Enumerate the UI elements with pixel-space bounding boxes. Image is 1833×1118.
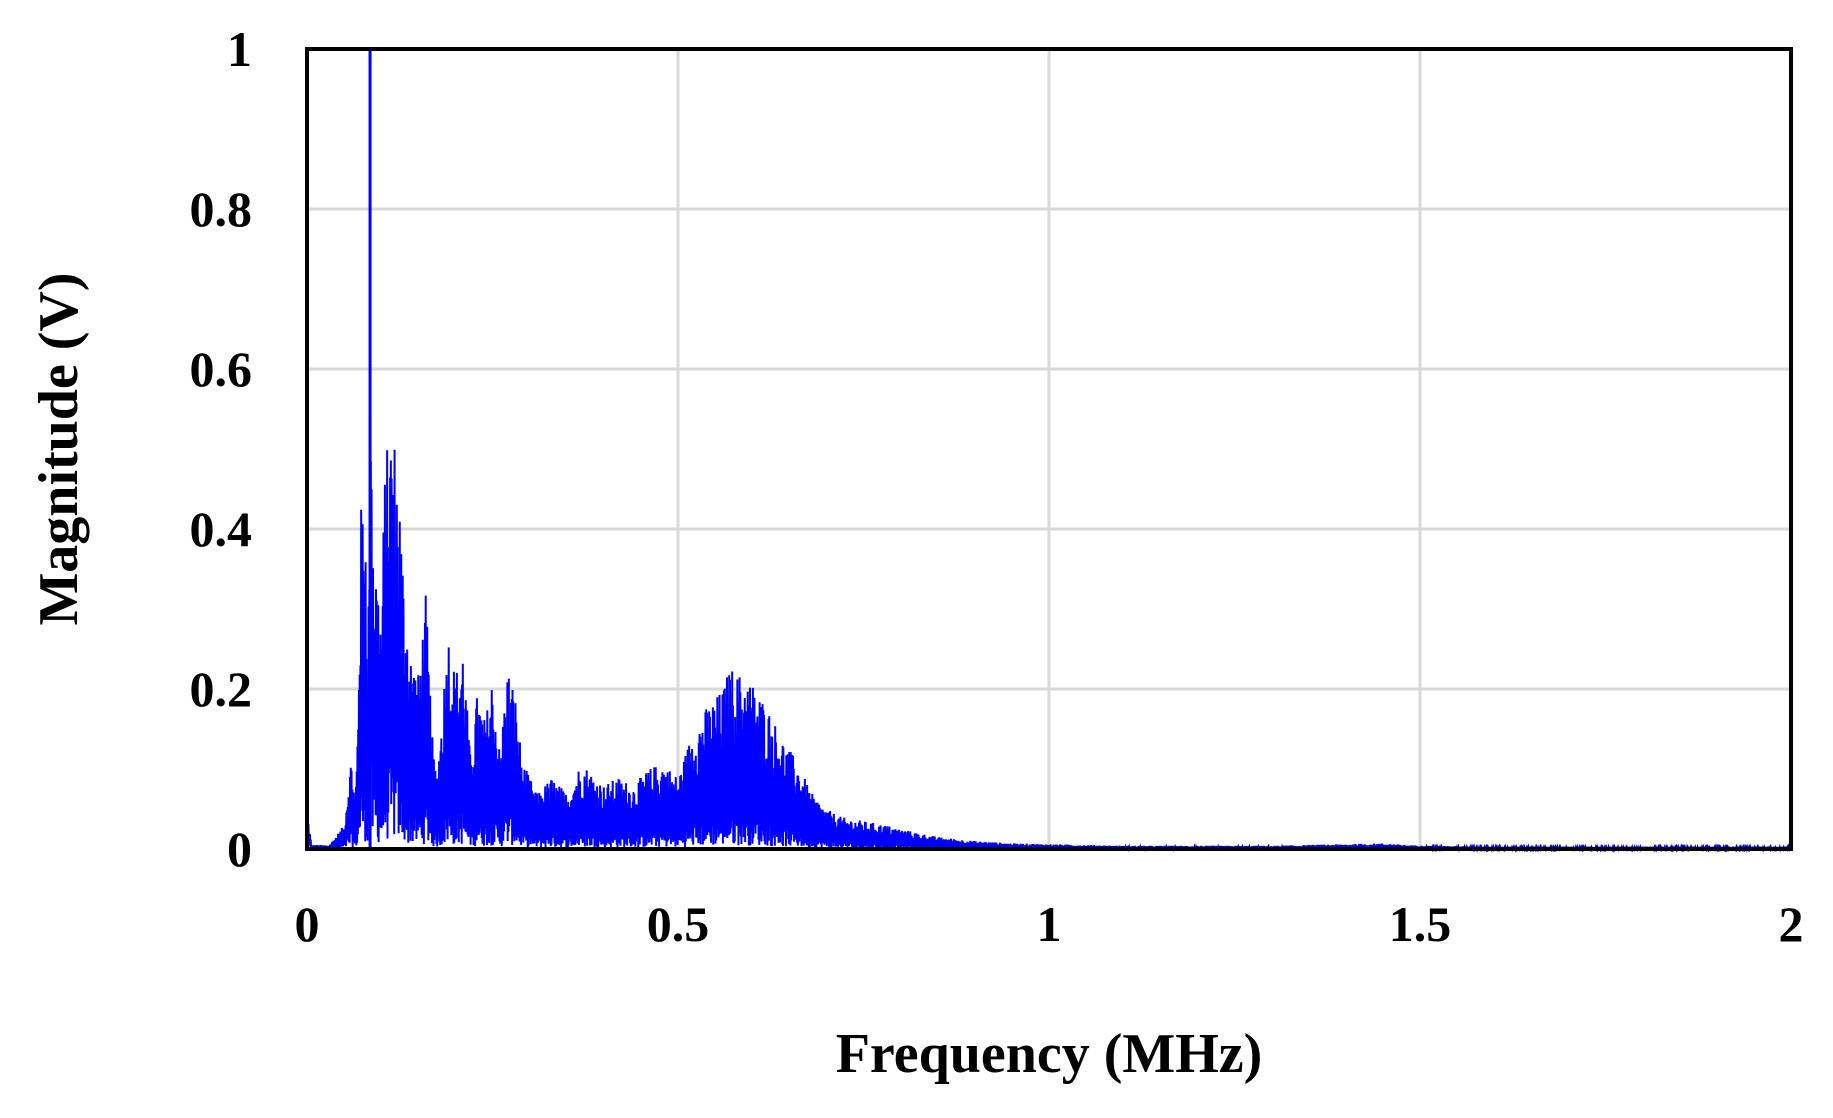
y-tick-label: 1	[227, 21, 252, 77]
x-axis-title: Frequency (MHz)	[836, 1023, 1263, 1085]
x-tick-label: 1	[1037, 896, 1062, 952]
x-tick-label: 0.5	[647, 896, 710, 952]
x-tick-label: 2	[1779, 896, 1804, 952]
y-tick-label: 0	[227, 821, 252, 877]
x-tick-label: 0	[295, 896, 320, 952]
y-tick-label: 0.6	[190, 341, 253, 397]
x-tick-labels: 0 0.5 1 1.5 2	[295, 896, 1804, 952]
grid-lines	[307, 49, 1791, 849]
x-tick-label: 1.5	[1389, 896, 1452, 952]
y-axis-title: Magnitude (V)	[28, 272, 90, 625]
y-tick-labels: 0 0.2 0.4 0.6 0.8 1	[190, 21, 253, 877]
plot-frame	[305, 47, 1793, 851]
y-tick-label: 0.4	[190, 501, 253, 557]
y-tick-label: 0.2	[190, 661, 253, 717]
y-tick-label: 0.8	[190, 181, 253, 237]
